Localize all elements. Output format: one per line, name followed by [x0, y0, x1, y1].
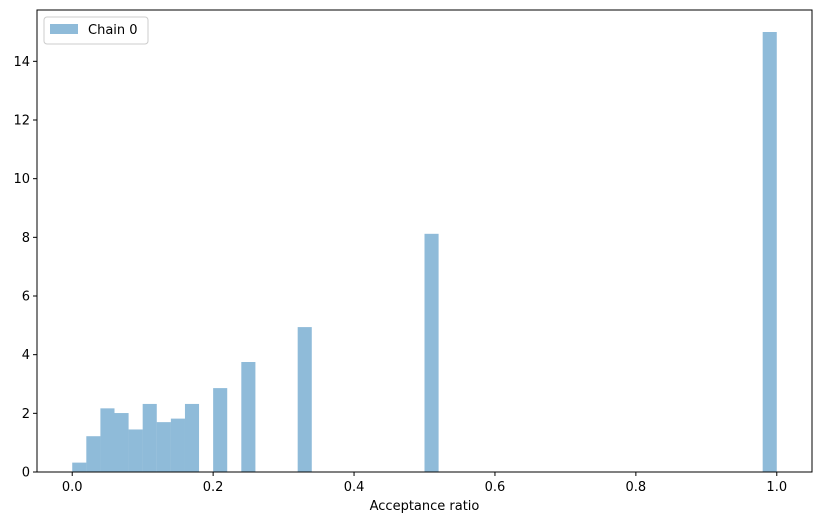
y-tick-label-4: 8: [22, 231, 30, 246]
x-tick-label-5: 1.0: [766, 480, 787, 495]
axes-frame: [36, 9, 813, 473]
histogram-bar-2: [100, 408, 115, 472]
legend-swatch-chain-0: [50, 24, 78, 34]
histogram-bar-7: [170, 418, 185, 472]
x-tick-label-0: 0.0: [62, 480, 83, 495]
y-axis-ticks: 0 2 4 6 8 10 12 14: [13, 55, 37, 481]
histogram-bar-8: [184, 403, 200, 472]
y-tick-label-5: 10: [13, 172, 30, 187]
y-tick-label-3: 6: [22, 290, 30, 305]
x-tick-label-3: 0.6: [485, 480, 506, 495]
x-axis-ticks: 0.0 0.2 0.4 0.6 0.8 1.0: [62, 472, 787, 495]
y-tick-label-7: 14: [13, 55, 30, 70]
histogram-bar-11: [297, 327, 312, 472]
legend: Chain 0: [43, 16, 149, 45]
histogram-bar-1: [86, 436, 101, 472]
plot-area: 0.0 0.2 0.4 0.6 0.8 1.0 0 2 4 6 8 10 12 14 Acceptanc…: [13, 9, 813, 514]
histogram-bar-3: [114, 413, 129, 472]
y-tick-label-1: 2: [22, 407, 30, 422]
y-tick-label-0: 0: [22, 466, 30, 481]
histogram-bars: [72, 32, 777, 472]
histogram-bar-9: [213, 388, 228, 472]
y-tick-label-2: 4: [22, 348, 30, 363]
y-tick-label-6: 12: [13, 114, 30, 129]
x-tick-label-2: 0.4: [344, 480, 365, 495]
legend-box: [43, 16, 149, 45]
legend-label-chain-0: Chain 0: [88, 23, 138, 38]
histogram-bar-4: [128, 429, 143, 472]
histogram-bar-10: [241, 362, 256, 472]
x-axis-label: Acceptance ratio: [370, 499, 480, 514]
histogram-bar-0: [72, 462, 87, 472]
histogram-bar-6: [156, 422, 171, 472]
histogram-bar-13: [762, 32, 777, 472]
histogram-bar-5: [142, 403, 157, 472]
histogram-bar-12: [424, 233, 439, 472]
x-tick-label-1: 0.2: [203, 480, 224, 495]
x-tick-label-4: 0.8: [626, 480, 647, 495]
